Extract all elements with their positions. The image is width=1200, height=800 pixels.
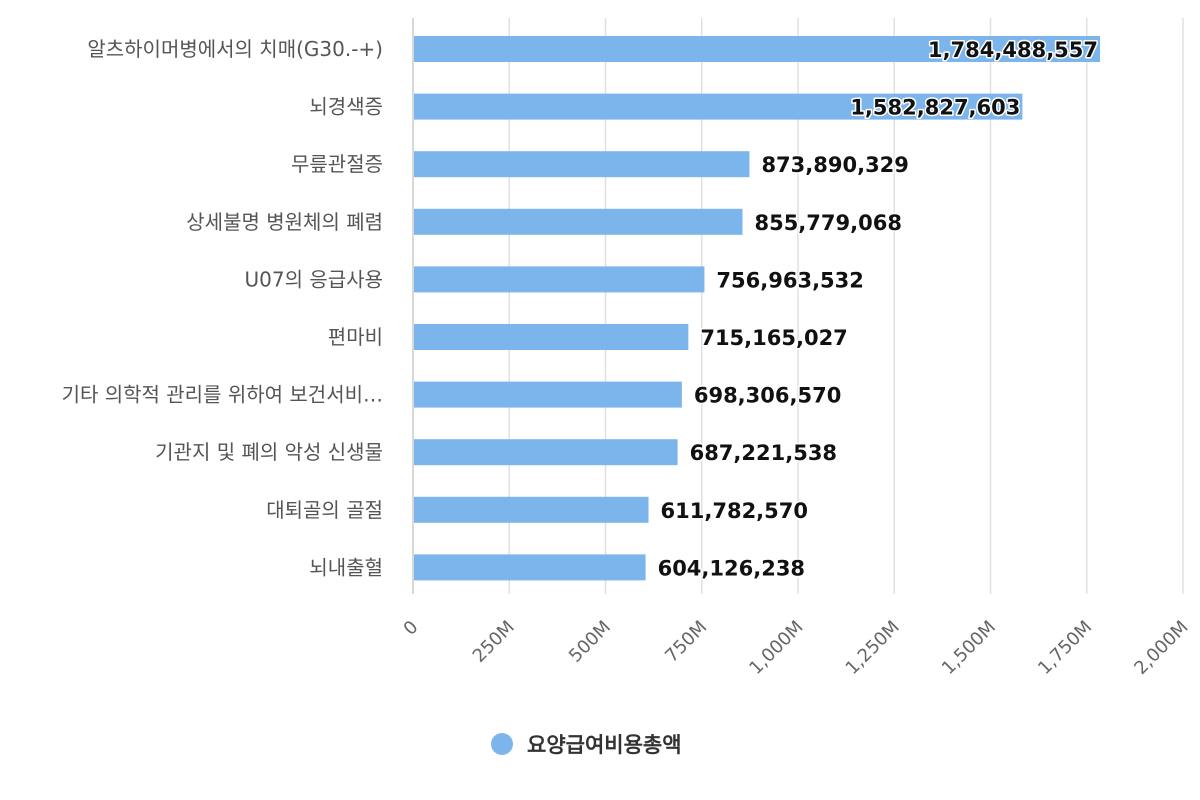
category-label: 대퇴골의 골절 <box>266 498 383 522</box>
data-label: 611,782,570 <box>661 499 808 523</box>
bars <box>414 36 1101 581</box>
x-tick-label: 1,000M <box>745 617 807 679</box>
bar[interactable] <box>414 151 750 178</box>
legend[interactable]: 요양급여비용총액 <box>491 733 682 757</box>
category-label: 상세불명 병원체의 폐렴 <box>186 210 383 234</box>
data-labels: 1,784,488,557 1,582,827,603 873,890,329 855… <box>656 37 1099 582</box>
x-tick-label: 1,250M <box>842 617 904 679</box>
bar[interactable] <box>414 208 743 235</box>
data-label: 687,221,538 <box>690 441 837 465</box>
bar[interactable] <box>414 381 682 408</box>
bar[interactable] <box>414 324 689 350</box>
category-label: U07의 응급사용 <box>245 267 383 291</box>
data-label: 873,890,329 <box>761 153 908 177</box>
category-label: 뇌경색증 <box>309 95 383 119</box>
category-label: 기타 의학적 관리를 위하여 보건서비… <box>62 383 383 407</box>
data-label: 1,784,488,557 <box>928 38 1098 62</box>
legend-label[interactable]: 요양급여비용총액 <box>527 733 682 757</box>
category-label: 뇌내출혈 <box>309 555 383 579</box>
x-tick-label: 1,750M <box>1034 617 1096 679</box>
value-axis: 0 250M 500M 750M 1,000M 1,250M 1,500M 1,750M 2,0… <box>400 617 1193 679</box>
bar[interactable] <box>414 266 705 293</box>
x-tick-label: 1,500M <box>938 617 1000 679</box>
bar[interactable] <box>414 93 1023 120</box>
category-label: 편마비 <box>328 325 383 349</box>
bar[interactable] <box>414 496 649 523</box>
x-tick-label: 0 <box>400 617 423 640</box>
category-label: 무릎관절증 <box>291 152 383 176</box>
legend-marker[interactable] <box>491 733 513 755</box>
x-tick-label: 250M <box>469 617 519 667</box>
bar[interactable] <box>414 554 646 581</box>
data-label: 604,126,238 <box>658 556 805 580</box>
data-label: 698,306,570 <box>694 384 841 408</box>
bar[interactable] <box>414 36 1101 62</box>
data-label: 756,963,532 <box>716 268 863 292</box>
data-label: 1,582,827,603 <box>850 96 1020 120</box>
x-tick-label: 2,000M <box>1130 617 1192 679</box>
x-tick-label: 500M <box>565 617 615 667</box>
category-label: 알츠하이머병에서의 치매(G30.-+) <box>87 37 383 61</box>
bar[interactable] <box>414 439 678 466</box>
data-label: 715,165,027 <box>700 326 847 350</box>
x-tick-label: 750M <box>661 617 711 667</box>
category-label: 기관지 및 폐의 악성 신생물 <box>155 440 383 464</box>
data-label: 855,779,068 <box>754 211 901 235</box>
